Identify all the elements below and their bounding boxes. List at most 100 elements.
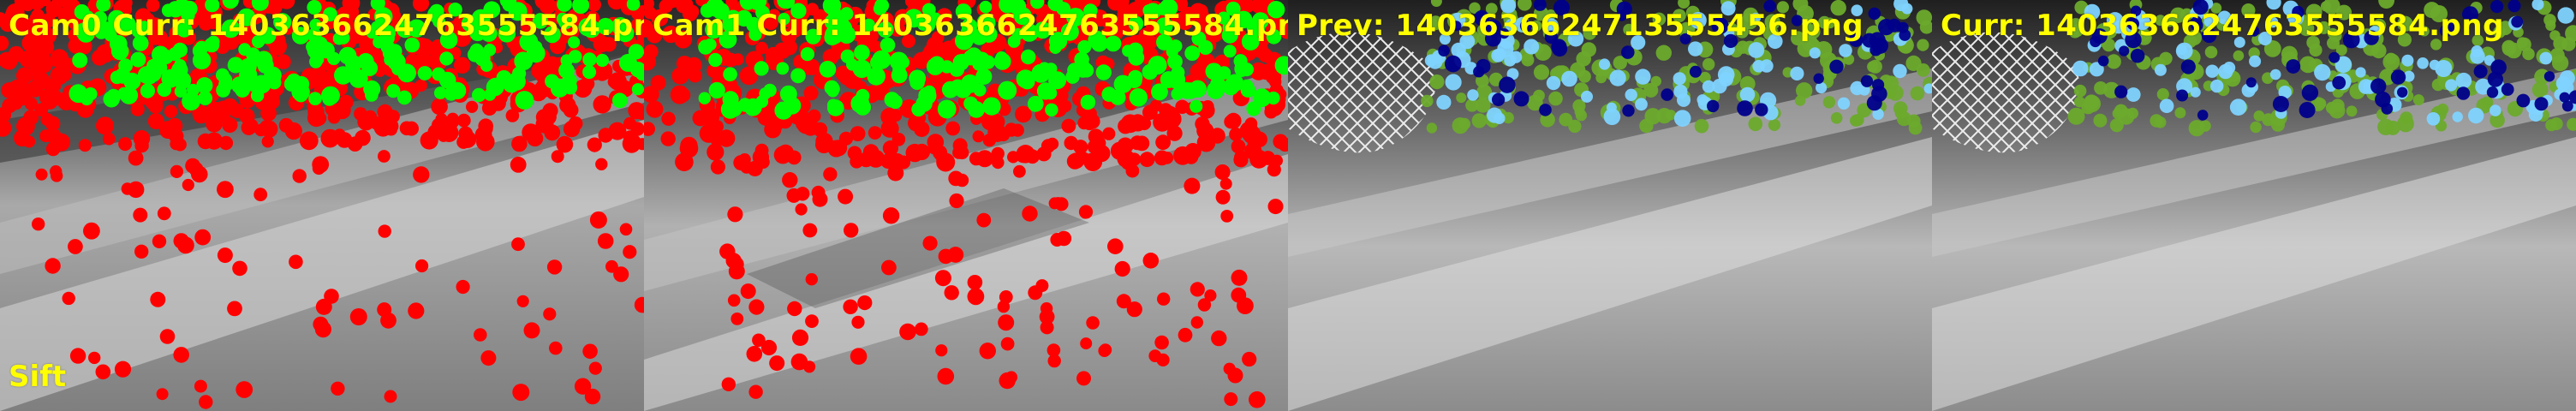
unmatched-feature-point	[623, 130, 637, 145]
unmatched-feature-point	[133, 207, 148, 223]
matched-feature-point	[380, 39, 396, 55]
matched-feature-point	[181, 0, 198, 17]
tracked-feature-point	[2067, 107, 2085, 125]
tracked-feature-point	[2342, 31, 2360, 49]
tracked-feature-point	[2412, 94, 2424, 106]
unmatched-feature-point	[435, 113, 448, 126]
unmatched-feature-point	[1224, 392, 1238, 407]
tracked-feature-point	[1673, 110, 1691, 127]
matched-feature-point	[839, 7, 854, 21]
matched-feature-point	[1073, 62, 1088, 77]
tracked-feature-point	[1824, 17, 1836, 29]
curr-scene-image	[1932, 0, 2576, 411]
cam1-current-panel: Cam1 Curr: 1403636624763555584.png	[644, 0, 1288, 411]
unmatched-feature-point	[284, 122, 302, 140]
unmatched-feature-point	[191, 165, 208, 183]
matched-feature-point	[168, 47, 182, 62]
unmatched-feature-point	[587, 137, 602, 152]
unmatched-feature-point	[384, 390, 397, 403]
unmatched-feature-point	[803, 86, 819, 101]
unmatched-feature-point	[646, 100, 664, 118]
matched-feature-point	[763, 83, 777, 98]
unmatched-feature-point	[851, 315, 865, 329]
tracked-feature-point	[2266, 0, 2281, 10]
unmatched-feature-point	[988, 114, 1005, 130]
tracked-feature-point	[1421, 94, 1434, 108]
matched-feature-point	[480, 59, 493, 72]
matched-feature-point	[1241, 33, 1260, 51]
tracked-feature-point	[1893, 63, 1907, 79]
tracked-feature-point	[2114, 85, 2128, 98]
tracked-feature-point	[1623, 23, 1635, 36]
unmatched-feature-point	[955, 173, 969, 188]
tracked-feature-point	[2390, 69, 2406, 85]
tracked-feature-point	[2125, 31, 2142, 49]
unmatched-feature-point	[476, 133, 495, 152]
unmatched-feature-point	[781, 39, 798, 56]
unmatched-feature-point	[1148, 349, 1162, 362]
tracked-feature-point	[1606, 102, 1617, 113]
matched-feature-point	[1095, 64, 1112, 80]
unmatched-feature-point	[1240, 0, 1255, 14]
matched-feature-point	[979, 0, 993, 14]
matched-feature-point	[955, 53, 970, 68]
unmatched-feature-point	[1229, 127, 1243, 141]
unmatched-feature-point	[128, 150, 144, 166]
unmatched-feature-point	[192, 104, 210, 122]
unmatched-feature-point	[850, 126, 866, 142]
tracked-feature-point	[1851, 4, 1863, 16]
unmatched-feature-point	[236, 381, 253, 398]
unmatched-feature-point	[267, 0, 283, 15]
tracked-feature-point	[1737, 100, 1753, 116]
tracked-feature-point	[2332, 75, 2346, 90]
tracked-feature-point	[1505, 18, 1518, 31]
matched-feature-point	[954, 81, 972, 98]
tracked-feature-point	[2473, 64, 2488, 79]
tracked-feature-point	[1768, 33, 1783, 50]
unmatched-feature-point	[45, 0, 63, 18]
matched-feature-point	[708, 52, 723, 68]
matched-feature-point	[968, 101, 985, 118]
unmatched-feature-point	[623, 245, 637, 259]
matched-feature-point	[327, 51, 341, 65]
tracked-feature-point	[1791, 15, 1804, 27]
matched-feature-point	[1045, 103, 1058, 116]
tracked-feature-point	[2355, 67, 2366, 78]
tracked-feature-point	[2267, 16, 2279, 28]
tracked-feature-point	[2501, 41, 2517, 57]
unmatched-feature-point	[96, 116, 114, 135]
matched-feature-point	[888, 94, 903, 110]
matched-feature-point	[1225, 74, 1244, 92]
unmatched-feature-point	[1157, 292, 1171, 306]
tracked-feature-point	[1476, 84, 1493, 100]
unmatched-feature-point	[1278, 137, 1288, 152]
unmatched-feature-point	[17, 17, 35, 36]
unmatched-feature-point	[512, 384, 530, 402]
unmatched-feature-point	[967, 275, 983, 290]
unmatched-feature-point	[480, 350, 497, 366]
tracked-feature-point	[1499, 28, 1510, 39]
unmatched-feature-point	[299, 131, 319, 151]
unmatched-feature-point	[805, 314, 819, 328]
unmatched-feature-point	[535, 109, 552, 126]
tracked-feature-point	[1894, 107, 1907, 119]
tracked-feature-point	[1791, 31, 1805, 46]
matched-feature-point	[1049, 41, 1062, 55]
matched-feature-point	[568, 36, 581, 49]
tracked-feature-point	[1559, 112, 1573, 127]
matched-feature-point	[1223, 45, 1237, 58]
tracked-feature-point	[2174, 107, 2186, 119]
unmatched-feature-point	[574, 79, 593, 98]
matched-feature-point	[581, 20, 601, 39]
tracked-feature-point	[2567, 117, 2576, 131]
unmatched-feature-point	[1080, 337, 1093, 350]
unmatched-feature-point	[253, 188, 268, 202]
tracked-feature-point	[2186, 30, 2202, 46]
unmatched-feature-point	[379, 110, 396, 128]
tracked-feature-point	[1878, 19, 1895, 36]
tracked-feature-point	[1872, 79, 1885, 92]
tracked-feature-point	[1768, 118, 1780, 131]
unmatched-feature-point	[1015, 105, 1032, 123]
tracked-feature-point	[1723, 33, 1738, 49]
matched-feature-point	[187, 83, 200, 97]
